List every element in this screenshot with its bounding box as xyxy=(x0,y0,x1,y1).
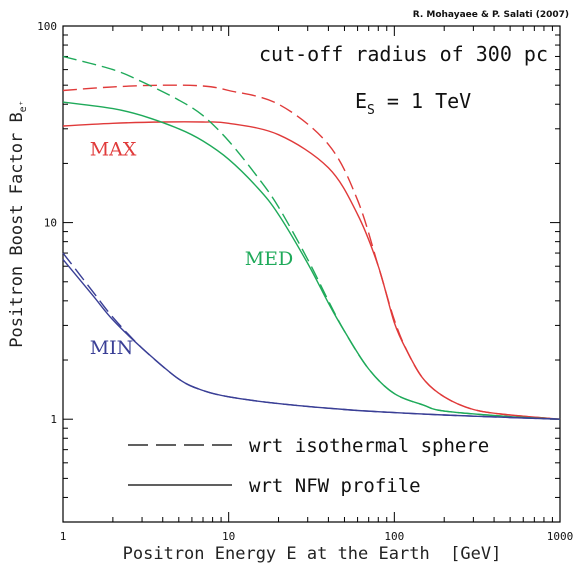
series-line-min-nfw xyxy=(62,258,561,420)
y-axis-label-base: Positron Boost Factor B xyxy=(7,112,27,347)
y-axis-label-sub: e⁺ xyxy=(18,100,29,112)
group-labels: MAX MED MIN xyxy=(90,138,294,359)
legend-label-solid: wrt NFW profile xyxy=(249,475,421,497)
y-tick-label: 1 xyxy=(50,413,57,426)
label-max: MAX xyxy=(90,138,137,160)
x-tick-label: 10 xyxy=(222,530,235,543)
cutoff-annotation: cut-off radius of 300 pc xyxy=(259,42,548,66)
y-tick-label: 100 xyxy=(37,20,57,33)
y-tick-label: 10 xyxy=(44,217,57,230)
legend: wrt isothermal sphere wrt NFW profile xyxy=(128,435,489,497)
x-axis: 1 10 100 1000 xyxy=(60,26,574,543)
label-med: MED xyxy=(245,248,294,270)
series-line-min-isothermal xyxy=(62,252,561,420)
x-tick-label: 1 xyxy=(60,530,67,543)
energy-annotation: ES = 1 TeV xyxy=(355,89,471,118)
x-tick-label: 1000 xyxy=(547,530,574,543)
x-axis-label: Positron Energy E at the Earth [GeV] xyxy=(123,544,502,564)
x-tick-label: 100 xyxy=(384,530,404,543)
series-line-max-isothermal xyxy=(62,84,561,420)
y-axis-label: Positron Boost Factor Be⁺ xyxy=(7,100,29,347)
credit-text: R. Mohayaee & P. Salati (2007) xyxy=(413,10,569,20)
y-axis: 1 10 100 xyxy=(37,20,560,523)
energy-annotation-base: E xyxy=(355,89,367,113)
energy-annotation-rest: = 1 TeV xyxy=(375,89,471,113)
label-min: MIN xyxy=(90,337,134,359)
series-group xyxy=(62,55,561,420)
plot-frame xyxy=(62,25,561,523)
series-line-max-nfw xyxy=(62,121,561,420)
energy-annotation-sub: S xyxy=(367,103,375,118)
legend-label-dashed: wrt isothermal sphere xyxy=(249,435,489,457)
series-line-med-isothermal xyxy=(62,55,561,420)
series-line-med-nfw xyxy=(62,101,561,420)
